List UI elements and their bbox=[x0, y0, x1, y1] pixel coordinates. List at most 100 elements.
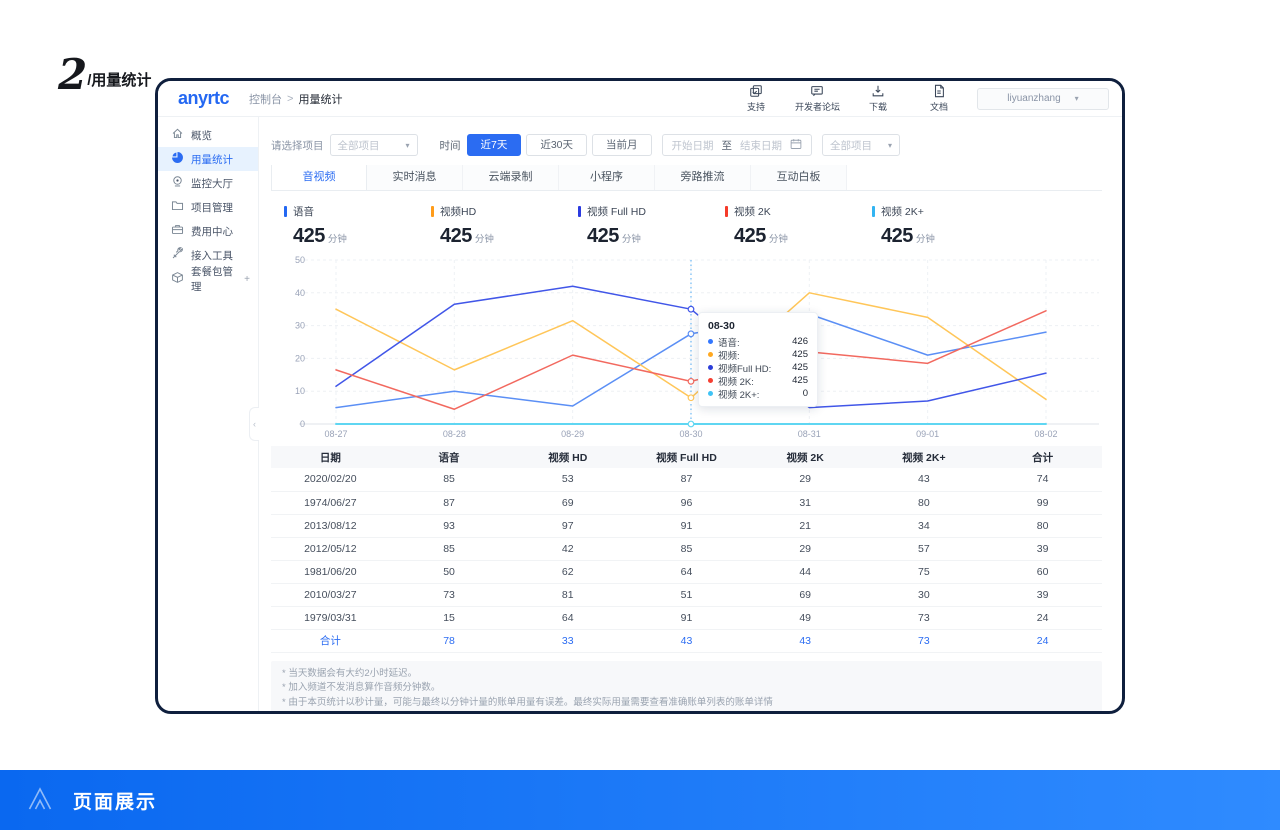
forum-icon bbox=[795, 84, 839, 99]
stat-unit: 分钟 bbox=[474, 234, 494, 245]
package-icon bbox=[171, 271, 184, 287]
project-select[interactable]: 全部项目 ▾ bbox=[329, 134, 418, 156]
scope-select-value: 全部项目 bbox=[830, 139, 873, 152]
stat-card-视频HD: 视频HD 425 分钟 bbox=[431, 204, 578, 248]
table-cell: 2012/05/12 bbox=[271, 537, 390, 561]
header-nav-item[interactable]: 文档 bbox=[917, 84, 961, 113]
table-cell: 69 bbox=[745, 583, 865, 607]
sidebar-item-概览[interactable]: 概览 bbox=[158, 123, 258, 147]
tooltip-series-name: 语音: bbox=[718, 337, 740, 349]
breadcrumb-parent[interactable]: 控制台 bbox=[249, 93, 283, 106]
start-date-input[interactable]: 开始日期 bbox=[671, 139, 714, 152]
stat-unit: 分钟 bbox=[621, 234, 641, 245]
briefcase-icon bbox=[171, 223, 184, 239]
table-cell: 1981/06/20 bbox=[271, 560, 390, 584]
sidebar-item-监控大厅[interactable]: 监控大厅 bbox=[158, 171, 258, 195]
time-range-button-近7天[interactable]: 近7天 bbox=[466, 134, 522, 156]
sidebar-item-label: 费用中心 bbox=[191, 225, 233, 238]
tooltip-series-value: 0 bbox=[802, 388, 808, 399]
header-nav-item[interactable]: 支持 bbox=[734, 84, 778, 113]
sidebar-item-用量统计[interactable]: 用量统计 bbox=[158, 147, 258, 171]
svg-text:08-30: 08-30 bbox=[679, 429, 702, 439]
stat-unit: 分钟 bbox=[768, 234, 788, 245]
table-cell: 91 bbox=[627, 514, 746, 538]
svg-text:08-27: 08-27 bbox=[324, 429, 347, 439]
sidebar-item-套餐包管理[interactable]: 套餐包管理 + bbox=[158, 266, 258, 293]
sidebar-item-label: 用量统计 bbox=[191, 153, 233, 166]
table-cell: 64 bbox=[627, 560, 746, 584]
date-range-picker[interactable]: 开始日期 至 结束日期 bbox=[661, 134, 813, 156]
filter-bar: 请选择项目 全部项目 ▾ 时间 近7天 近30天 当前月 开始日期 至 结束日期 全… bbox=[271, 133, 1102, 157]
breadcrumb-current: 用量统计 bbox=[298, 93, 343, 106]
time-range-button-当前月[interactable]: 当前月 bbox=[592, 134, 652, 156]
tab-互动白板[interactable]: 互动白板 bbox=[751, 165, 847, 190]
table-cell: 81 bbox=[508, 583, 628, 607]
svg-text:50: 50 bbox=[295, 255, 305, 265]
plus-icon[interactable]: + bbox=[244, 273, 250, 285]
support-icon bbox=[734, 84, 778, 99]
tooltip-row: 视频 2K: 425 bbox=[708, 374, 808, 388]
table-header-cell: 语音 bbox=[389, 446, 509, 468]
project-select-value: 全部项目 bbox=[337, 139, 380, 152]
tooltip-row: 视频Full HD: 425 bbox=[708, 361, 808, 375]
table-cell: 43 bbox=[864, 468, 984, 492]
tooltip-title: 08-30 bbox=[708, 320, 735, 332]
tab-音视频[interactable]: 音视频 bbox=[271, 165, 367, 190]
sidebar-collapse-handle[interactable]: ‹ bbox=[249, 407, 259, 441]
sidebar-item-label: 套餐包管理 bbox=[191, 266, 233, 293]
table-cell: 2020/02/20 bbox=[271, 468, 390, 492]
window-header: anyrtc 控制台 > 用量统计 支持 开发者论坛 下载 文档 liyuanzhan… bbox=[158, 81, 1122, 117]
sidebar-item-接入工具[interactable]: 接入工具 bbox=[158, 243, 258, 267]
tab-旁路推流[interactable]: 旁路推流 bbox=[655, 165, 751, 190]
header-nav: 支持 开发者论坛 下载 文档 bbox=[734, 84, 961, 113]
table-total-cell: 合计 bbox=[271, 629, 390, 653]
table-row: 2013/08/12 93 97 91 21 34 80 bbox=[271, 514, 1102, 538]
chevron-down-icon: ▾ bbox=[888, 140, 893, 150]
svg-text:40: 40 bbox=[295, 288, 305, 298]
tab-实时消息[interactable]: 实时消息 bbox=[367, 165, 463, 190]
stat-label: 视频HD bbox=[440, 206, 477, 218]
svg-text:08-28: 08-28 bbox=[443, 429, 466, 439]
stat-label: 语音 bbox=[293, 206, 314, 218]
table-cell: 53 bbox=[508, 468, 628, 492]
table-cell: 73 bbox=[389, 583, 509, 607]
stat-label: 视频 Full HD bbox=[587, 206, 646, 218]
stat-value: 425 bbox=[440, 225, 472, 247]
sidebar-item-费用中心[interactable]: 费用中心 bbox=[158, 219, 258, 243]
series-dot-icon bbox=[708, 378, 713, 383]
table-cell: 62 bbox=[508, 560, 628, 584]
table-cell: 42 bbox=[508, 537, 628, 561]
tab-小程序[interactable]: 小程序 bbox=[559, 165, 655, 190]
series-dot-icon bbox=[708, 365, 713, 370]
table-cell: 85 bbox=[389, 468, 509, 492]
sidebar-item-项目管理[interactable]: 项目管理 bbox=[158, 195, 258, 219]
monitor-icon bbox=[171, 175, 184, 191]
tab-云端录制[interactable]: 云端录制 bbox=[463, 165, 559, 190]
brand-logo[interactable]: anyrtc bbox=[178, 88, 230, 108]
stat-label: 视频 2K+ bbox=[881, 206, 924, 218]
header-nav-item[interactable]: 开发者论坛 bbox=[795, 84, 840, 113]
scope-select[interactable]: 全部项目 ▾ bbox=[822, 134, 901, 156]
table-cell: 2010/03/27 bbox=[271, 583, 390, 607]
table-cell: 34 bbox=[864, 514, 984, 538]
sidebar-item-label: 项目管理 bbox=[191, 201, 233, 214]
table-cell: 80 bbox=[864, 491, 984, 515]
table-cell: 24 bbox=[983, 606, 1102, 630]
table-cell: 50 bbox=[389, 560, 509, 584]
table-header-cell: 视频 HD bbox=[508, 446, 628, 468]
end-date-input[interactable]: 结束日期 bbox=[740, 139, 783, 152]
nav-item-label: 文档 bbox=[929, 102, 948, 112]
stat-card-视频 2K+: 视频 2K+ 425 分钟 bbox=[872, 204, 1019, 248]
header-nav-item[interactable]: 下载 bbox=[856, 84, 900, 113]
time-range-button-近30天[interactable]: 近30天 bbox=[526, 134, 588, 156]
table-header-cell: 视频 2K+ bbox=[864, 446, 984, 468]
usage-table: 日期 语音 视频 HD 视频 Full HD 视频 2K 视频 2K+ 合计 2020/02… bbox=[271, 446, 1102, 653]
project-select-label: 请选择项目 bbox=[271, 139, 324, 152]
user-menu[interactable]: liyuanzhang ▾ bbox=[977, 87, 1109, 110]
folder-icon bbox=[171, 199, 184, 215]
chart-tooltip: 08-30 语音: 426 视频: 425 视频Full HD: 425 视频 2K: 425… bbox=[698, 312, 818, 407]
table-cell: 60 bbox=[983, 560, 1102, 584]
footnote-line: * 由于本页统计以秒计量，可能与最终以分钟计量的账单用量有误差。最终实际用量需要… bbox=[282, 696, 773, 708]
svg-text:08-02: 08-02 bbox=[1034, 429, 1057, 439]
sidebar-item-label: 接入工具 bbox=[191, 249, 233, 262]
